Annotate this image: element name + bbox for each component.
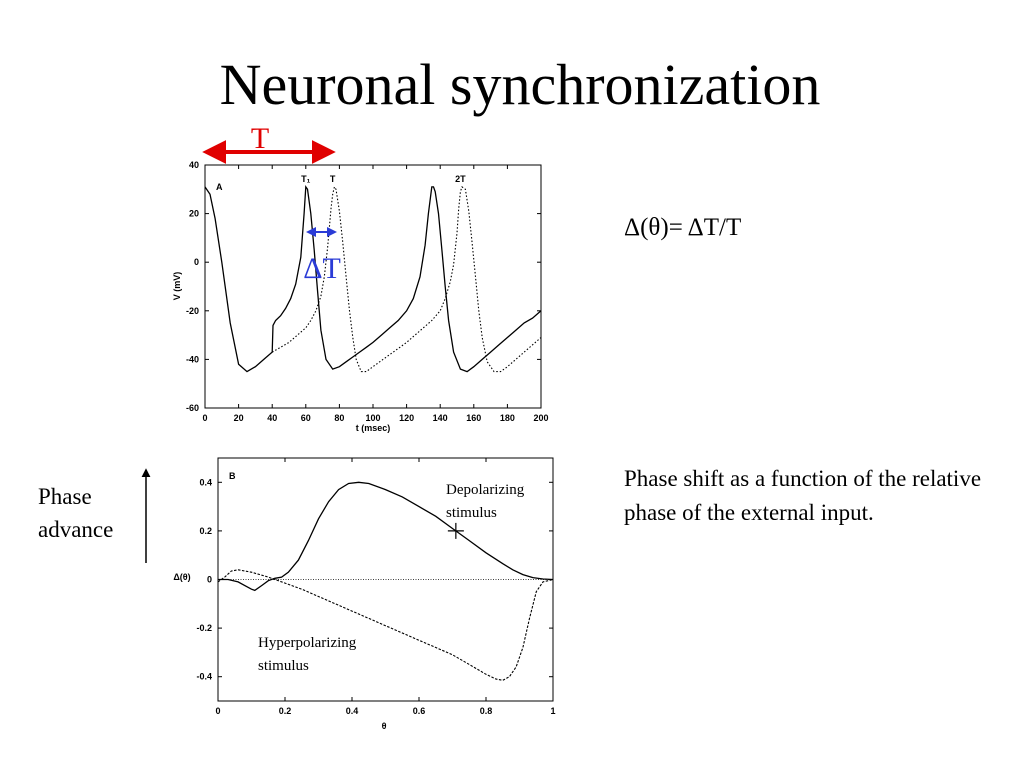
- y-tick-label: 40: [189, 160, 199, 170]
- x-tick-label: 1: [550, 706, 555, 716]
- x-tick-label: 0.6: [413, 706, 426, 716]
- x-tick-label: 160: [466, 413, 481, 423]
- phase-advance-label: Phase advance: [38, 480, 113, 546]
- y-tick-label: 0: [194, 257, 199, 267]
- panel-a-ylabel: V (mV): [172, 272, 182, 301]
- shift-label: ΔT: [303, 252, 341, 285]
- x-tick-label: 0.2: [279, 706, 292, 716]
- panel-b-chart: 0 0.2 0.4 0.6 0.8 1 -0.4-0.200.20.4 B θ Δ(θ) …: [173, 457, 556, 731]
- caption-text: Phase shift as a function of the relativ…: [624, 466, 982, 525]
- period-label: T: [251, 122, 269, 155]
- y-tick-label: -20: [186, 306, 199, 316]
- panel-b-label: B: [229, 471, 236, 481]
- x-tick-label: 80: [334, 413, 344, 423]
- spike-label: 2T: [455, 174, 466, 184]
- hyperpolarizing-label-1: Hyperpolarizing: [258, 635, 357, 651]
- y-tick-label: -40: [186, 354, 199, 364]
- x-tick-label: 100: [365, 413, 380, 423]
- phase-label-line-2: advance: [38, 517, 114, 542]
- series-line-dashed: [217, 569, 554, 681]
- x-tick-label: 180: [500, 413, 515, 423]
- x-tick-label: 140: [433, 413, 448, 423]
- x-tick-label: 40: [267, 413, 277, 423]
- x-tick-label: 120: [399, 413, 414, 423]
- phase-label-line-1: Phase: [38, 484, 92, 509]
- y-tick-label: 0: [207, 575, 212, 585]
- panel-a-chart: 0 20 40 60 80 100 120 140 160 180 200 -60 -40 -20 0 20…: [172, 160, 549, 433]
- panel-a-frame: [204, 164, 542, 409]
- y-tick-label: -0.4: [196, 672, 212, 682]
- panel-b-xlabel: θ: [382, 721, 387, 731]
- panel-a-xlabel: t (msec): [356, 423, 391, 433]
- y-tick-label: 0.4: [199, 477, 212, 487]
- panel-a-label: A: [216, 182, 223, 192]
- panel-b-ylabel: Δ(θ): [173, 572, 190, 582]
- x-tick-label: 0.8: [480, 706, 493, 716]
- spike-label: T: [330, 174, 336, 184]
- x-tick-label: 20: [234, 413, 244, 423]
- y-tick-label: 0.2: [199, 526, 212, 536]
- x-tick-label: 0: [202, 413, 207, 423]
- page-title: Neuronal synchronization: [219, 52, 821, 117]
- depolarizing-label-2: stimulus: [446, 505, 497, 521]
- hyperpolarizing-label-2: stimulus: [258, 658, 309, 674]
- x-tick-label: 0: [215, 706, 220, 716]
- y-tick-label: -0.2: [196, 623, 212, 633]
- x-tick-label: 60: [301, 413, 311, 423]
- y-tick-label: -60: [186, 403, 199, 413]
- y-tick-label: 20: [189, 209, 199, 219]
- series-line-dotted: [271, 185, 542, 373]
- depolarizing-label-1: Depolarizing: [446, 482, 525, 498]
- x-tick-label: 0.4: [346, 706, 359, 716]
- x-tick-label: 200: [533, 413, 548, 423]
- spike-label: T₁: [301, 174, 310, 184]
- series-line-solid: [204, 185, 542, 373]
- phase-shift-formula: Δ(θ)= ΔT/T: [624, 214, 742, 241]
- series-line-solid: [218, 481, 554, 592]
